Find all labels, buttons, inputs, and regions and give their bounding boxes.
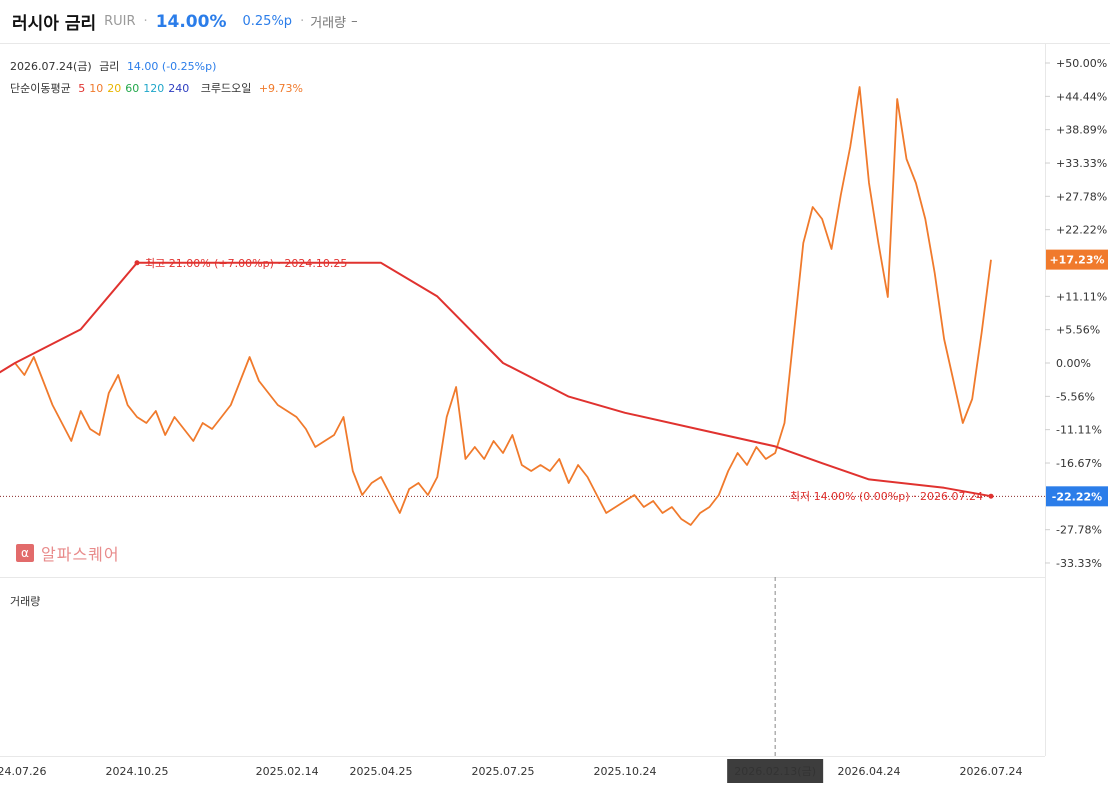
ma-label[interactable]: 단순이동평균 <box>10 82 71 95</box>
y-tick-label: -27.78% <box>1056 524 1102 537</box>
header-separator: · <box>143 14 148 29</box>
y-tick-label: +50.00% <box>1056 57 1107 70</box>
x-tick-label: 2026.07.24 <box>960 765 1023 778</box>
y-tick-label: +38.89% <box>1056 124 1107 137</box>
alpha-icon: α <box>16 544 34 562</box>
ma-period-20[interactable]: 20 <box>107 82 122 95</box>
watermark-text: 알파스퀘어 <box>41 545 120 564</box>
ma-period-10[interactable]: 10 <box>89 82 104 95</box>
ma-period-5[interactable]: 5 <box>78 82 86 95</box>
rate-label: 금리 <box>99 60 120 73</box>
x-highlight-badge <box>727 759 824 783</box>
crude-value-badge: +17.23% <box>1049 254 1104 267</box>
rate-value: 14.00 (-0.25%p) <box>126 60 217 73</box>
y-tick-label: 0.00% <box>1056 357 1091 370</box>
y-tick-label: +11.11% <box>1056 290 1107 303</box>
price-change: 0.25%p <box>242 14 293 29</box>
watermark: α 알파스퀘어 <box>16 541 120 565</box>
volume-pane-label: 거래량 <box>10 595 41 608</box>
x-tick-label: 2024.10.25 <box>106 765 169 778</box>
indicator-legend[interactable]: 단순이동평균 5 10 20 60 120 240 크루드오일 +9.73% <box>10 80 307 96</box>
x-tick-label: 2026.04.24 <box>838 765 901 778</box>
compare-value: +9.73% <box>258 82 304 95</box>
x-tick-label: 2026.02.13(금) <box>734 765 816 778</box>
header-separator: · <box>300 14 305 29</box>
y-tick-label: +33.33% <box>1056 157 1107 170</box>
x-tick-label: 2024.07.26 <box>0 765 46 778</box>
x-tick-label: 2025.07.25 <box>472 765 535 778</box>
y-tick-label: -5.56% <box>1056 390 1095 403</box>
high-marker <box>134 260 140 266</box>
volume-label: 거래량 <box>310 16 347 31</box>
crude-series-line[interactable] <box>14 86 992 526</box>
ma-period-60[interactable]: 60 <box>125 82 140 95</box>
low-marker <box>988 493 994 499</box>
compare-label[interactable]: 크루드오일 <box>200 82 252 95</box>
high-annotation: 최고 21.00% (+7.00%p) · 2024.10.25 <box>145 257 347 270</box>
ticker-code: RUIR <box>104 14 136 29</box>
y-tick-label: +22.22% <box>1056 224 1107 237</box>
ma-period-240[interactable]: 240 <box>168 82 190 95</box>
chart-header: 러시아 금리 RUIR · 14.00% 0.25%p · 거래량 – <box>0 0 1110 44</box>
y-tick-label: -16.67% <box>1056 457 1102 470</box>
y-tick-label: -33.33% <box>1056 557 1102 570</box>
x-axis-divider <box>0 756 1045 757</box>
current-value-badge: -22.22% <box>1052 490 1102 503</box>
current-price: 14.00% <box>155 11 227 32</box>
current-value-badge-bg <box>1046 486 1108 507</box>
y-tick-label: -11.11% <box>1056 424 1102 437</box>
low-annotation: 최저 14.00% (0.00%p) · 2026.07.24 <box>790 490 983 503</box>
y-tick-label: +5.56% <box>1056 324 1100 337</box>
ma-period-list: 5 10 20 60 120 240 <box>78 82 193 95</box>
x-tick-label: 2025.10.24 <box>594 765 657 778</box>
y-axis-divider <box>1045 44 1046 756</box>
x-tick-label: 2025.02.14 <box>256 765 319 778</box>
rate-series-line[interactable] <box>0 261 992 498</box>
y-tick-label: +27.78% <box>1056 190 1107 203</box>
x-tick-label: 2025.04.25 <box>350 765 413 778</box>
crude-value-badge-bg <box>1046 249 1108 270</box>
y-tick-label: +44.44% <box>1056 90 1107 103</box>
crosshair-date: 2026.07.24(금) <box>10 60 92 73</box>
ma-period-120[interactable]: 120 <box>143 82 165 95</box>
volume-value: – <box>351 14 358 29</box>
pane-divider[interactable] <box>0 577 1045 578</box>
page-title: 러시아 금리 <box>12 14 97 34</box>
crosshair-info: 2026.07.24(금) 금리 14.00 (-0.25%p) <box>10 58 220 74</box>
